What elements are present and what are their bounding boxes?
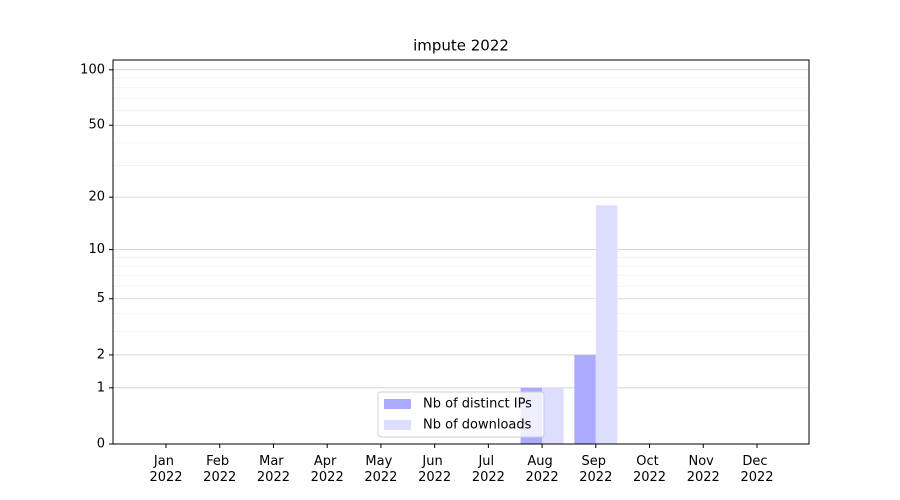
x-tick-label: Dec 2022 [740, 454, 773, 485]
x-tick-label: Feb 2022 [203, 454, 236, 485]
x-tick-label: Jan 2022 [149, 454, 182, 485]
y-tick-label: 20 [88, 190, 105, 205]
plot-frame [112, 59, 810, 445]
chart-title: impute 2022 [413, 37, 509, 55]
x-tick-label: Jul 2022 [472, 454, 505, 485]
y-tick-label: 1 [97, 380, 105, 395]
y-tick-label: 5 [97, 291, 105, 306]
bar [542, 387, 564, 444]
y-tick-label: 100 [80, 62, 105, 77]
x-tick-label: May 2022 [364, 454, 397, 485]
x-tick-label: Mar 2022 [257, 454, 290, 485]
x-tick-label: Oct 2022 [633, 454, 666, 485]
y-tick-label: 50 [88, 118, 105, 133]
x-tick-label: Sep 2022 [579, 454, 612, 485]
y-tick-label: 2 [97, 347, 105, 362]
x-tick-label: Nov 2022 [687, 454, 720, 485]
legend-label: Nb of distinct IPs [423, 397, 532, 412]
bar [595, 205, 618, 444]
legend-swatch [384, 399, 411, 409]
legend-box [377, 391, 545, 438]
bar [574, 354, 596, 444]
y-tick-label: 10 [88, 242, 105, 257]
legend-label: Nb of downloads [423, 418, 532, 433]
x-tick-label: Apr 2022 [311, 454, 344, 485]
y-tick-label: 0 [97, 437, 105, 452]
legend-swatch [384, 420, 411, 430]
x-tick-label: Jun 2022 [418, 454, 451, 485]
x-tick-label: Aug 2022 [526, 454, 559, 485]
